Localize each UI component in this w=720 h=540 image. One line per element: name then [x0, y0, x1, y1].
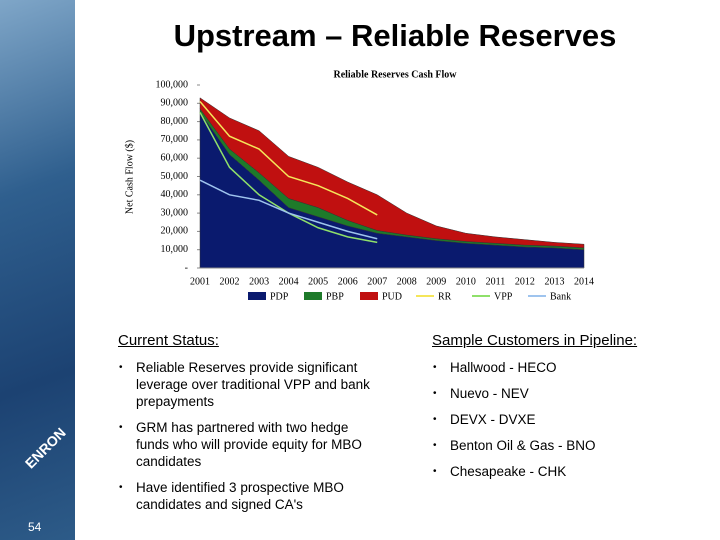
x-tick-label: 2013 [544, 276, 564, 287]
y-tick-label: 50,000 [161, 171, 189, 182]
legend-label: Bank [550, 291, 571, 302]
y-tick-label: 90,000 [161, 98, 189, 109]
y-tick-label: 80,000 [161, 116, 189, 127]
y-tick-label: 60,000 [161, 152, 189, 163]
legend-swatch [248, 292, 266, 300]
y-tick-label: 10,000 [161, 244, 189, 255]
legend-label: PUD [382, 291, 402, 302]
legend-swatch [304, 292, 322, 300]
line [199, 179, 378, 240]
right-column: Sample Customers in Pipeline: Hallwood -… [432, 332, 692, 489]
bullet: Reliable Reserves provide significant le… [119, 359, 378, 410]
bullet: Benton Oil & Gas - BNO [433, 437, 692, 454]
y-tick-label: - [185, 262, 188, 273]
x-tick-label: 2014 [574, 276, 594, 287]
y-tick-label: 40,000 [161, 189, 189, 200]
slide-title: Upstream – Reliable Reserves [173, 18, 617, 53]
legend-label: PDP [270, 291, 289, 302]
chart: Reliable Reserves Cash Flow Net Cash Flo… [124, 69, 594, 302]
chart-title: Reliable Reserves Cash Flow [333, 69, 457, 80]
y-tick-label: 70,000 [161, 134, 189, 145]
x-tick-label: 2011 [486, 276, 506, 287]
page-number: 54 [28, 520, 42, 534]
left-column: Current Status: Reliable Reserves provid… [118, 332, 378, 522]
heading: Sample Customers in Pipeline: [432, 332, 638, 349]
x-tick-label: 2006 [338, 276, 358, 287]
legend-label: VPP [494, 291, 513, 302]
area [199, 97, 585, 249]
y-tick-label: 30,000 [161, 207, 189, 218]
x-tick-label: 2009 [426, 276, 446, 287]
x-tick-label: 2010 [456, 276, 476, 287]
x-tick-label: 2001 [190, 276, 210, 287]
x-tick-label: 2005 [308, 276, 328, 287]
sidebar [0, 0, 75, 540]
y-tick-label: 100,000 [156, 79, 189, 90]
x-tick-label: 2003 [249, 276, 269, 287]
bullet: GRM has partnered with two hedge funds w… [119, 419, 378, 470]
x-tick-label: 2012 [515, 276, 535, 287]
bullet: Nuevo - NEV [433, 385, 692, 402]
bullet: Hallwood - HECO [433, 359, 692, 376]
x-tick-label: 2008 [397, 276, 417, 287]
legend-swatch [360, 292, 378, 300]
bullet: Have identified 3 prospective MBO candid… [119, 479, 378, 513]
x-tick-label: 2002 [220, 276, 240, 287]
bullet: DEVX - DVXE [433, 411, 692, 428]
x-tick-label: 2004 [279, 276, 299, 287]
y-axis-label: Net Cash Flow ($) [124, 140, 135, 214]
x-tick-label: 2007 [367, 276, 387, 287]
legend-label: PBP [326, 291, 344, 302]
y-tick-label: 20,000 [161, 226, 189, 237]
legend-label: RR [438, 291, 452, 302]
heading: Current Status: [118, 332, 219, 349]
bullet: Chesapeake - CHK [433, 463, 692, 480]
line [199, 100, 378, 216]
